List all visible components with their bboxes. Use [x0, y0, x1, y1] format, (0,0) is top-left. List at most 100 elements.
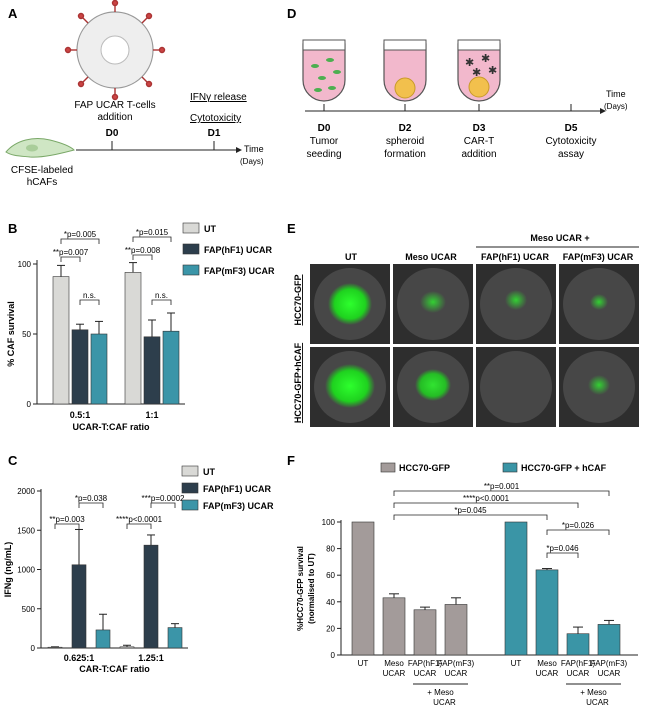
- x-tick-label: Meso: [384, 659, 404, 668]
- sig-c1-label: *p=0.038: [75, 494, 108, 503]
- panel-a: A FAP UCAR T-cells addition IFNγ release…: [5, 0, 264, 188]
- tcell-label-2: addition: [97, 112, 132, 123]
- sig-b3-label: n.s.: [83, 291, 96, 300]
- x-tick-label: UCAR: [445, 669, 468, 678]
- y-axis-label: % CAF survival: [6, 301, 16, 367]
- sig-f2-bracket: [393, 502, 579, 508]
- bar: [95, 629, 111, 649]
- d0-label: D0: [106, 128, 119, 139]
- step-line1: Tumor: [310, 136, 339, 147]
- x-tick-label: FAP(mF3): [591, 659, 628, 668]
- y-tick-label: 20: [326, 624, 335, 633]
- step-day: D0: [318, 123, 331, 134]
- sig-c1-bracket: [78, 502, 104, 508]
- cytotox-label: Cytotoxicity: [190, 113, 241, 124]
- panel-a-letter: A: [8, 6, 18, 21]
- chart-f: 0 20 40 60 80 100 %HCC70-GFP survival (normalis…: [296, 462, 638, 707]
- legend-label: HCC70-GFP + hCAF: [521, 463, 607, 473]
- legend-swatch: [182, 264, 200, 276]
- y-tick-label: 0: [331, 651, 336, 660]
- sig-f2-label: ****p<0.0001: [463, 494, 510, 503]
- svg-text:✱: ✱: [488, 65, 497, 77]
- step-line1: Cytotoxicity: [545, 136, 596, 147]
- legend-label: FAP(mF3) UCAR: [203, 501, 274, 511]
- legend-swatch: [181, 465, 199, 477]
- legend-swatch: [502, 462, 518, 473]
- y-tick-label: 100: [18, 260, 32, 269]
- row-hcc70-caf: HCC70-GFP+hCAF: [293, 342, 303, 423]
- panel-b-letter: B: [8, 221, 17, 236]
- y-tick-label: 500: [22, 605, 36, 614]
- legend-label: FAP(hF1) UCAR: [203, 484, 271, 494]
- meso-bracket-label: + Meso: [580, 688, 607, 697]
- col-ut: UT: [345, 252, 357, 262]
- bar: [71, 564, 87, 649]
- legend-swatch: [181, 482, 199, 494]
- step-line2: assay: [558, 149, 584, 160]
- panel-d: D ✱ ✱✱ ✱ Time (Days): [287, 6, 628, 160]
- micro-image: [393, 264, 473, 344]
- x-tick-label: UT: [358, 659, 369, 668]
- col-mf3: FAP(mF3) UCAR: [563, 252, 634, 262]
- y-axis-label-2: (normalised to UT): [307, 553, 316, 624]
- sig-c3-bracket: [150, 502, 176, 508]
- sig-f5-label: *p=0.046: [546, 544, 579, 553]
- bar: [504, 521, 528, 656]
- step-day: D3: [473, 123, 486, 134]
- bar: [143, 336, 161, 405]
- tube-d2-icon: [383, 39, 427, 102]
- bar: [71, 329, 89, 405]
- bar: [351, 521, 375, 656]
- caf-label: CFSE-labeled: [11, 165, 73, 176]
- legend-swatch: [182, 243, 200, 255]
- x-axis-label: CAR-T:CAF ratio: [79, 664, 150, 674]
- sig-f5-bracket: [546, 552, 579, 558]
- x-tick-label: FAP(mF3): [438, 659, 475, 668]
- caf-cell-icon: [5, 138, 75, 158]
- days-d: (Days): [604, 102, 628, 111]
- bar: [167, 627, 183, 649]
- legend-swatch: [182, 222, 200, 234]
- panel-c: C 0 500 1000 1500 2000 IFNg (ng/mL) CAR-T:CAF …: [3, 453, 274, 674]
- time-d: Time: [606, 89, 626, 99]
- panel-e-letter: E: [287, 221, 296, 236]
- step-line1: CAR-T: [464, 136, 495, 147]
- x-tick-label: 1:1: [145, 410, 158, 420]
- tcell-label: FAP UCAR T-cells: [74, 100, 155, 111]
- micro-image: [559, 264, 639, 344]
- sig-b5-bracket: [132, 254, 153, 260]
- svg-text:✱: ✱: [465, 57, 474, 69]
- legend-swatch: [181, 499, 199, 511]
- x-tick-label: UCAR: [414, 669, 437, 678]
- y-tick-label: 2000: [17, 487, 35, 496]
- meso-ucar-header: Meso UCAR +: [530, 233, 589, 243]
- bar: [124, 272, 142, 405]
- sig-b4-bracket: [132, 236, 172, 242]
- y-tick-label: 1500: [17, 526, 35, 535]
- x-tick-label: FAP(hF1): [561, 659, 596, 668]
- bar: [413, 609, 437, 656]
- step-line2: seeding: [306, 149, 341, 160]
- days-a: (Days): [240, 157, 264, 166]
- micro-image: [476, 264, 556, 344]
- sig-b1-label: *p=0.005: [64, 230, 97, 239]
- bar: [119, 646, 135, 649]
- bar: [47, 646, 63, 649]
- step-line2: formation: [384, 149, 426, 160]
- panel-f: F 0 20 40 60 80 100 %HCC70-GFP survival (normal…: [287, 453, 638, 707]
- y-tick-label: 60: [326, 571, 335, 580]
- x-tick-label: UCAR: [536, 669, 559, 678]
- y-axis-label: IFNg (ng/mL): [3, 542, 13, 598]
- y-tick-label: 40: [326, 598, 335, 607]
- sig-c2-bracket: [54, 523, 80, 529]
- chart-c: 0 500 1000 1500 2000 IFNg (ng/mL) CAR-T:CAF ra…: [3, 465, 274, 674]
- sig-f4-bracket: [546, 529, 610, 535]
- meso-bracket-label-2: UCAR: [433, 698, 456, 707]
- tcell-icon: [64, 0, 166, 101]
- bar: [162, 330, 180, 405]
- micro-image: [393, 347, 473, 427]
- sig-b1-bracket: [60, 238, 100, 244]
- x-tick-label: 1.25:1: [138, 653, 164, 663]
- sig-f3-label: *p=0.045: [454, 506, 487, 515]
- step-day: D2: [399, 123, 412, 134]
